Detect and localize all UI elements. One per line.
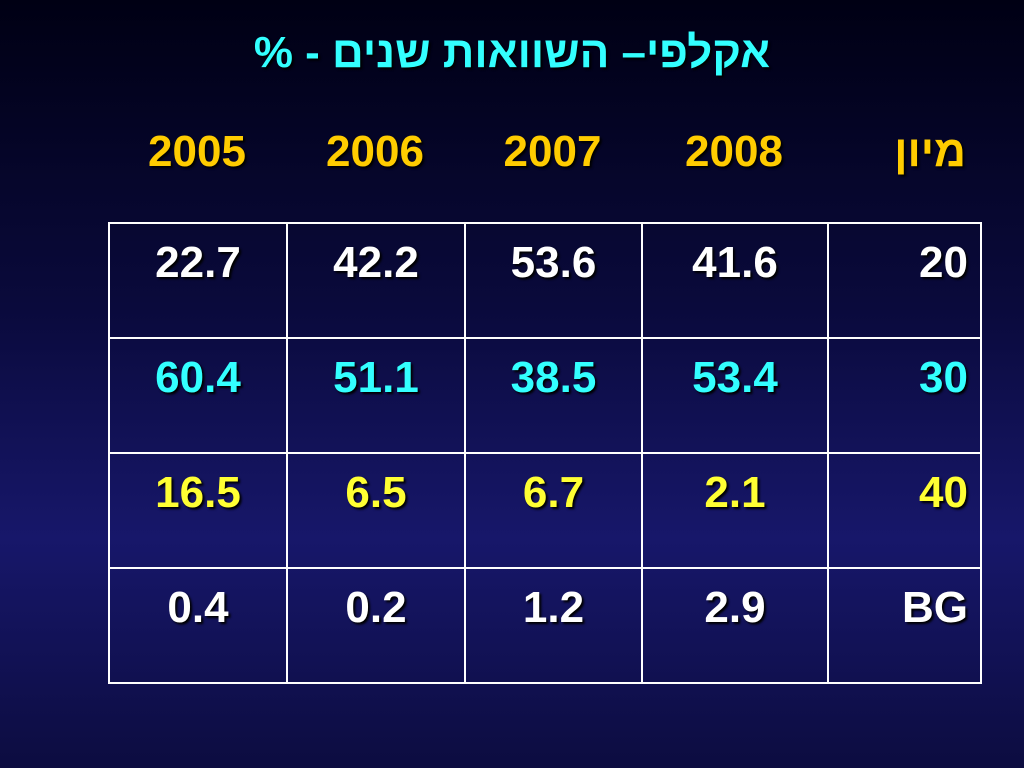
row-label: 30	[827, 337, 982, 454]
year-header: 2007	[503, 127, 602, 176]
year-header: 2006	[326, 127, 424, 176]
slide-title: אקלפי– השוואות שנים - %	[253, 28, 771, 77]
year-header: 2008	[685, 127, 783, 176]
table-cell: 60.4	[108, 337, 288, 454]
table-row: BG 2.9 1.2 0.2 0.4	[108, 567, 982, 684]
table-row: 30 53.4 38.5 51.1 60.4	[108, 337, 982, 454]
table-cell: 53.6	[464, 222, 643, 339]
table-cell: 51.1	[286, 337, 466, 454]
row-label: 40	[827, 452, 982, 569]
table-row: 20 41.6 53.6 42.2 22.7	[108, 222, 982, 339]
table-cell: 2.9	[641, 567, 829, 684]
table-cell: 16.5	[108, 452, 288, 569]
table-cell: 41.6	[641, 222, 829, 339]
row-label: BG	[827, 567, 982, 684]
table-cell: 1.2	[464, 567, 643, 684]
table-cell: 0.2	[286, 567, 466, 684]
table-cell: 6.7	[464, 452, 643, 569]
row-label: 20	[827, 222, 982, 339]
table-cell: 22.7	[108, 222, 288, 339]
header-row: מיון 2008 2007 2006 2005	[108, 120, 980, 184]
header-label: מיון	[894, 127, 966, 176]
table-cell: 6.5	[286, 452, 466, 569]
table-cell: 38.5	[464, 337, 643, 454]
header-table: מיון 2008 2007 2006 2005	[108, 120, 980, 184]
year-header: 2005	[148, 127, 246, 176]
table-cell: 0.4	[108, 567, 288, 684]
table-cell: 42.2	[286, 222, 466, 339]
table-cell: 2.1	[641, 452, 829, 569]
table-cell: 53.4	[641, 337, 829, 454]
data-table: 20 41.6 53.6 42.2 22.7 30 53.4 38.5 51.1 60.4 40 2.…	[108, 222, 982, 684]
table-row: 40 2.1 6.7 6.5 16.5	[108, 452, 982, 569]
